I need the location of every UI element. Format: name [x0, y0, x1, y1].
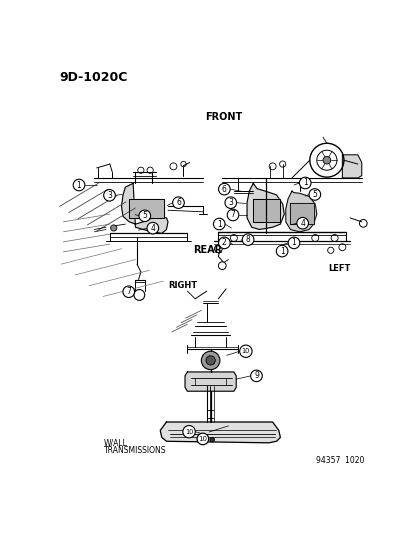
Polygon shape: [185, 372, 236, 391]
Circle shape: [183, 425, 195, 438]
Text: 4: 4: [150, 224, 155, 232]
Text: 6: 6: [221, 184, 226, 193]
Polygon shape: [160, 422, 280, 443]
Circle shape: [287, 237, 299, 249]
Text: 1: 1: [302, 179, 307, 188]
Text: 7: 7: [230, 211, 235, 220]
Circle shape: [147, 222, 158, 234]
Polygon shape: [253, 199, 280, 222]
Polygon shape: [121, 183, 168, 233]
Circle shape: [123, 286, 134, 297]
Circle shape: [133, 289, 145, 301]
Text: 6: 6: [176, 198, 180, 207]
Text: TRANSMISSIONS: TRANSMISSIONS: [104, 446, 166, 455]
Circle shape: [242, 234, 253, 245]
Text: 9: 9: [254, 372, 258, 381]
Circle shape: [172, 197, 184, 208]
Circle shape: [139, 210, 150, 222]
Circle shape: [224, 197, 236, 208]
Text: 94357  1020: 94357 1020: [316, 456, 364, 465]
Text: 1: 1: [279, 247, 284, 256]
Text: 5: 5: [142, 211, 147, 220]
Circle shape: [227, 209, 238, 221]
Polygon shape: [342, 155, 361, 178]
Circle shape: [239, 345, 252, 358]
Text: 10: 10: [185, 429, 193, 435]
Text: 8: 8: [245, 235, 250, 244]
Text: LEFT: LEFT: [328, 264, 350, 273]
Polygon shape: [285, 191, 316, 232]
Circle shape: [218, 237, 230, 249]
Circle shape: [275, 245, 287, 257]
Text: REAR: REAR: [193, 245, 222, 255]
Text: FRONT: FRONT: [204, 111, 242, 122]
Circle shape: [308, 189, 320, 200]
Circle shape: [110, 225, 116, 231]
Circle shape: [201, 351, 219, 370]
Circle shape: [103, 190, 115, 201]
Text: 10: 10: [241, 348, 249, 354]
Text: 4: 4: [299, 219, 304, 228]
Text: 2: 2: [221, 238, 226, 247]
Polygon shape: [290, 203, 313, 224]
Circle shape: [213, 218, 225, 230]
Text: 7: 7: [126, 287, 131, 296]
Text: 9D-1020C: 9D-1020C: [59, 71, 128, 84]
Circle shape: [197, 433, 208, 445]
Polygon shape: [247, 183, 284, 230]
Text: 1: 1: [76, 181, 81, 190]
Polygon shape: [129, 199, 164, 218]
Circle shape: [218, 183, 230, 195]
Circle shape: [299, 177, 310, 189]
Circle shape: [250, 370, 261, 382]
Circle shape: [218, 262, 225, 270]
Circle shape: [209, 438, 214, 442]
Text: 3: 3: [107, 191, 112, 200]
Text: RIGHT: RIGHT: [168, 281, 197, 290]
Text: 1: 1: [216, 220, 221, 229]
Circle shape: [296, 217, 308, 229]
Text: W/ALL: W/ALL: [104, 438, 128, 447]
Circle shape: [206, 356, 215, 365]
Text: 5: 5: [312, 190, 316, 199]
Circle shape: [322, 156, 330, 164]
Text: 1: 1: [291, 238, 296, 247]
Text: 10: 10: [198, 436, 207, 442]
Circle shape: [73, 179, 85, 191]
Text: 3: 3: [228, 198, 233, 207]
Circle shape: [214, 245, 222, 253]
